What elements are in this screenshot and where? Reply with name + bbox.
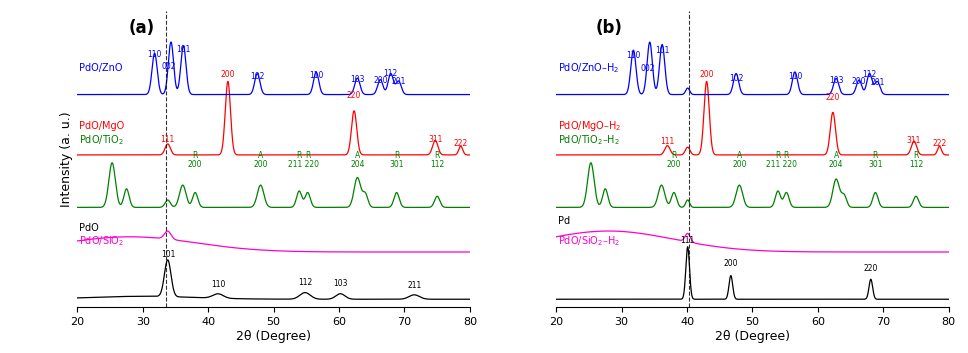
Text: 200: 200 (221, 70, 235, 79)
Text: R: R (296, 151, 302, 160)
Text: PdO/SiO$_2$: PdO/SiO$_2$ (79, 235, 125, 249)
Text: 110: 110 (626, 52, 641, 60)
Text: A: A (354, 151, 360, 160)
Text: Pd: Pd (559, 216, 570, 226)
Text: 222: 222 (454, 139, 468, 148)
Text: 110: 110 (309, 71, 323, 80)
Text: 103: 103 (350, 75, 365, 84)
Text: (a): (a) (129, 19, 155, 37)
Text: 220: 220 (863, 264, 878, 273)
Text: 110: 110 (788, 72, 802, 82)
Text: 112: 112 (909, 160, 923, 169)
Text: 111: 111 (660, 137, 675, 146)
Text: 311: 311 (907, 136, 922, 145)
Text: 101: 101 (161, 250, 175, 258)
Text: R: R (305, 151, 311, 160)
Text: 112: 112 (862, 70, 877, 79)
Text: A: A (257, 151, 263, 160)
Text: PdO/ZnO–H$_2$: PdO/ZnO–H$_2$ (559, 61, 620, 75)
Text: 204: 204 (350, 160, 365, 169)
Text: PdO/ZnO: PdO/ZnO (79, 63, 123, 73)
Text: 211: 211 (408, 281, 421, 290)
Text: 301: 301 (868, 160, 883, 169)
Text: 002: 002 (641, 64, 655, 72)
Text: 110: 110 (147, 50, 162, 59)
Text: 111: 111 (161, 135, 175, 144)
Text: 103: 103 (333, 279, 348, 288)
Text: 200: 200 (373, 76, 387, 85)
Text: 200: 200 (254, 160, 268, 169)
X-axis label: 2θ (Degree): 2θ (Degree) (236, 330, 311, 343)
Text: R: R (775, 151, 780, 160)
Text: 002: 002 (162, 62, 176, 71)
Text: 112: 112 (383, 69, 398, 78)
Text: 211 220: 211 220 (767, 160, 798, 169)
Text: 101: 101 (655, 46, 669, 55)
Text: R: R (394, 151, 400, 160)
Text: 211 220: 211 220 (287, 160, 318, 169)
Text: R: R (913, 151, 919, 160)
Text: 204: 204 (829, 160, 843, 169)
Text: 220: 220 (826, 93, 840, 102)
Text: 200: 200 (667, 160, 681, 169)
Text: PdO/SiO$_2$–H$_2$: PdO/SiO$_2$–H$_2$ (559, 235, 620, 249)
Text: 200: 200 (724, 259, 738, 268)
Text: 200: 200 (852, 77, 866, 86)
Text: 102: 102 (250, 72, 264, 82)
Text: PdO/MgO: PdO/MgO (79, 120, 125, 131)
Text: 311: 311 (428, 135, 442, 144)
Text: 200: 200 (732, 160, 746, 169)
Text: 110: 110 (211, 280, 226, 289)
Text: A: A (833, 151, 838, 160)
Text: 102: 102 (729, 74, 743, 83)
Text: R: R (435, 151, 439, 160)
Text: 101: 101 (176, 44, 191, 54)
Text: 222: 222 (932, 139, 947, 148)
Text: 201: 201 (870, 78, 885, 87)
Text: 111: 111 (681, 236, 695, 245)
Text: A: A (737, 151, 741, 160)
Text: 112: 112 (430, 160, 444, 169)
Text: PdO/TiO$_2$: PdO/TiO$_2$ (79, 133, 125, 148)
Text: PdO/TiO$_2$–H$_2$: PdO/TiO$_2$–H$_2$ (559, 133, 620, 148)
Text: 200: 200 (188, 160, 202, 169)
Text: 112: 112 (298, 278, 312, 287)
Text: PdO/MgO–H$_2$: PdO/MgO–H$_2$ (559, 119, 621, 132)
Text: R: R (193, 151, 197, 160)
Text: 201: 201 (391, 77, 406, 86)
Text: R: R (671, 151, 677, 160)
Text: PdO: PdO (79, 223, 99, 233)
Text: 301: 301 (389, 160, 404, 169)
Text: R: R (784, 151, 789, 160)
Text: 220: 220 (347, 91, 361, 100)
Text: (b): (b) (595, 19, 622, 37)
X-axis label: 2θ (Degree): 2θ (Degree) (715, 330, 790, 343)
Text: 200: 200 (700, 70, 713, 79)
Y-axis label: Intensity (a. u.): Intensity (a. u.) (60, 111, 74, 207)
Text: R: R (873, 151, 878, 160)
Text: 103: 103 (829, 76, 843, 85)
